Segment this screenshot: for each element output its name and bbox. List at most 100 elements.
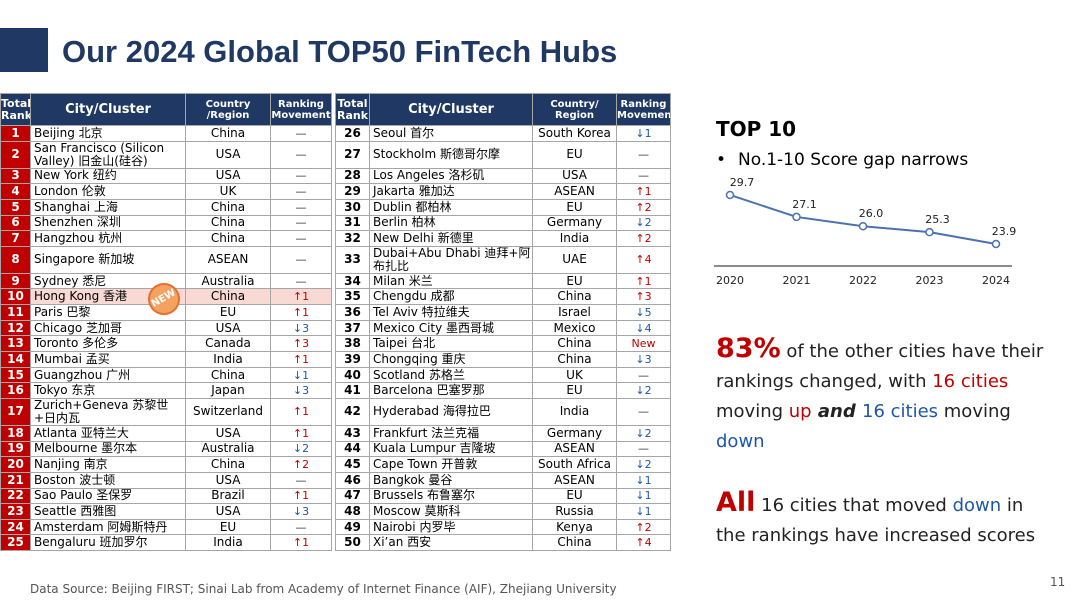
rank-cell: 23 (0, 503, 31, 520)
table-row: 16 Tokyo 东京 Japan ↓3 (0, 382, 332, 399)
rank-cell: 7 (0, 230, 31, 247)
country-cell: EU (532, 140, 617, 169)
country-cell: EU (185, 518, 271, 536)
movement-cell: — (616, 366, 671, 384)
table-row: 39 Chongqing 重庆 China ↓3 (335, 351, 671, 368)
x-tick-label: 2020 (716, 274, 744, 287)
table-row: 27 Stockholm 斯德哥尔摩 EU — (335, 140, 671, 169)
city-cell: Beijing 北京 (30, 125, 186, 142)
top10-heading: TOP 10 (716, 117, 797, 141)
movement-cell: ↓2 (616, 382, 671, 399)
country-cell: Mexico (532, 319, 617, 337)
city-cell: Melbourne 墨尔本 (30, 440, 186, 458)
table-row: 10 Hong Kong 香港 China ↑1 (0, 288, 332, 306)
movement-cell: — (270, 230, 332, 247)
movement-cell: — (270, 140, 332, 169)
rank-cell: 15 (0, 366, 31, 384)
movement-cell: ↑3 (616, 288, 671, 306)
rank-cell: 49 (335, 518, 370, 536)
country-cell: UK (532, 366, 617, 384)
movement-cell: ↑1 (270, 288, 332, 306)
city-cell: Shenzhen 深圳 (30, 214, 186, 232)
table-row: 50 Xi’an 西安 China ↑4 (335, 534, 671, 552)
city-cell: Nairobi 内罗毕 (369, 518, 533, 536)
movement-cell: ↓2 (616, 424, 671, 442)
rank-cell: 31 (335, 214, 370, 232)
movement-cell: ↓2 (616, 214, 671, 232)
country-cell: India (532, 230, 617, 247)
table-row: 24 Amsterdam 阿姆斯特丹 EU — (0, 518, 332, 536)
movement-cell: ↓1 (616, 125, 671, 142)
top10-bullet-text: No.1-10 Score gap narrows (738, 150, 969, 170)
rank-cell: 33 (335, 245, 370, 274)
movement-cell: ↑1 (270, 424, 332, 442)
city-cell: Moscow 莫斯科 (369, 503, 533, 520)
city-cell: Scotland 苏格兰 (369, 366, 533, 384)
city-cell: Barcelona 巴塞罗那 (369, 382, 533, 399)
country-cell: EU (532, 272, 617, 290)
rank-cell: 46 (335, 471, 370, 489)
data-label: 27.1 (792, 198, 817, 211)
rank-cell: 36 (335, 304, 370, 321)
table-row: 31 Berlin 柏林 Germany ↓2 (335, 214, 671, 232)
city-cell: Seoul 首尔 (369, 125, 533, 142)
para1-text-3: moving (938, 401, 1011, 422)
rank-cell: 13 (0, 335, 31, 353)
city-cell: Mumbai 孟买 (30, 351, 186, 368)
rank-cell: 24 (0, 518, 31, 536)
table-row: 43 Frankfurt 法兰克福 Germany ↓2 (335, 424, 671, 442)
movement-cell: — (270, 125, 332, 142)
country-cell: USA (185, 424, 271, 442)
country-cell: China (185, 214, 271, 232)
movement-cell: ↓3 (270, 319, 332, 337)
table-row: 4 London 伦敦 UK — (0, 183, 332, 200)
country-cell: EU (185, 304, 271, 321)
rank-cell: 8 (0, 245, 31, 274)
table-row: 44 Kuala Lumpur 吉隆坡 ASEAN — (335, 440, 671, 458)
country-cell: ASEAN (532, 183, 617, 200)
city-cell: Cape Town 开普敦 (369, 456, 533, 473)
city-cell: Berlin 柏林 (369, 214, 533, 232)
country-cell: USA (185, 471, 271, 489)
movement-cell: ↑2 (616, 230, 671, 247)
rank-cell: 37 (335, 319, 370, 337)
city-cell: Kuala Lumpur 吉隆坡 (369, 440, 533, 458)
country-cell: India (185, 534, 271, 552)
table-row: 41 Barcelona 巴塞罗那 EU ↓2 (335, 382, 671, 399)
header-ranking-movement: Ranking Movement (270, 93, 332, 126)
country-cell: Canada (185, 335, 271, 353)
rank-cell: 21 (0, 471, 31, 489)
table-row: 17 Zurich+Geneva 苏黎世+日内瓦 Switzerland ↑1 (0, 397, 332, 426)
table-row: 49 Nairobi 内罗毕 Kenya ↑2 (335, 518, 671, 536)
rank-cell: 28 (335, 167, 370, 185)
city-cell: Seattle 西雅图 (30, 503, 186, 520)
movement-cell: ↓5 (616, 304, 671, 321)
para2-text-1: 16 cities that moved (755, 495, 953, 516)
movement-cell: ↓1 (270, 366, 332, 384)
country-cell: EU (532, 198, 617, 216)
movement-cell: ↑2 (616, 198, 671, 216)
movement-cell: ↑1 (270, 487, 332, 505)
table-row: 47 Brussels 布鲁塞尔 EU ↓1 (335, 487, 671, 505)
country-cell: China (532, 534, 617, 552)
country-cell: Switzerland (185, 397, 271, 426)
city-cell: Los Angeles 洛杉矶 (369, 167, 533, 185)
country-cell: China (532, 351, 617, 368)
city-cell: Shanghai 上海 (30, 198, 186, 216)
rank-cell: 38 (335, 335, 370, 353)
rank-cell: 44 (335, 440, 370, 458)
country-cell: UAE (532, 245, 617, 274)
movement-cell: ↑4 (616, 534, 671, 552)
rank-cell: 25 (0, 534, 31, 552)
table-row: 23 Seattle 西雅图 USA ↓3 (0, 503, 332, 520)
movement-cell: ↓3 (270, 503, 332, 520)
table-row: 9 Sydney 悉尼 Australia — (0, 272, 332, 290)
rank-cell: 42 (335, 397, 370, 426)
city-cell: Tokyo 东京 (30, 382, 186, 399)
header-country-region: Country /Region (185, 93, 271, 126)
country-cell: USA (185, 167, 271, 185)
table-row: 29 Jakarta 雅加达 ASEAN ↑1 (335, 183, 671, 200)
country-cell: South Africa (532, 456, 617, 473)
header-city-cluster: City/Cluster (369, 93, 533, 126)
table-row: 15 Guangzhou 广州 China ↓1 (0, 366, 332, 384)
